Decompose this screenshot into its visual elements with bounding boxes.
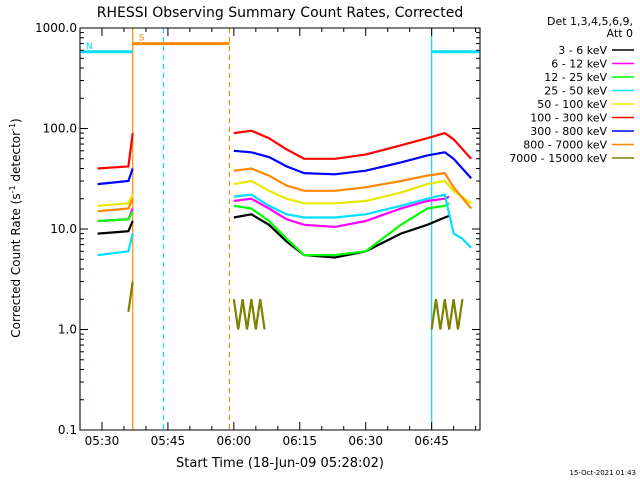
series-1 [97, 213, 450, 259]
series-line [430, 299, 464, 330]
y-tick-label: 10.0 [50, 222, 77, 236]
y-tick-label: 100.0 [43, 122, 77, 136]
series-line [233, 213, 450, 259]
legend-header-detectors: Det 1,3,4,5,6,9, [547, 15, 633, 28]
x-tick-label: 05:30 [85, 434, 120, 448]
legend-label: 50 - 100 keV [537, 98, 607, 111]
x-tick-label: 05:45 [151, 434, 186, 448]
x-tick-label: 06:15 [282, 434, 317, 448]
series-line [232, 299, 266, 330]
x-axis: 05:30 05:45 06:00 06:15 06:30 06:45 [79, 28, 477, 448]
legend-label: 3 - 6 keV [558, 44, 607, 57]
x-axis-label: Start Time (18-Jun-09 05:28:02) [176, 456, 384, 471]
x-tick-label: 06:00 [217, 434, 252, 448]
series-line [97, 132, 134, 170]
series-8 [97, 167, 473, 213]
y-tick-label: 0.1 [58, 423, 77, 437]
series-4 [97, 193, 472, 257]
series-line [233, 193, 472, 249]
y-axis: 0.1 1.0 10.0 100.0 1000.0 [35, 21, 480, 437]
series-line [97, 233, 134, 257]
series-line [233, 129, 473, 160]
series-line [233, 179, 472, 205]
series-line [233, 167, 473, 210]
legend-label: 7000 - 15000 keV [509, 152, 607, 165]
x-tick-label: 06:45 [414, 434, 449, 448]
x-tick-label: 06:30 [348, 434, 383, 448]
series-3 [97, 202, 450, 257]
series-line [97, 210, 134, 223]
plot-frame [79, 27, 481, 431]
series-line [233, 149, 473, 179]
plot-area: SN [79, 27, 481, 431]
series-line [97, 194, 134, 207]
legend-label: 100 - 300 keV [530, 112, 607, 125]
legend-label: 12 - 25 keV [544, 71, 607, 84]
series-line [97, 168, 134, 186]
series-line [233, 202, 450, 257]
legend-label: 6 - 12 keV [551, 58, 607, 71]
series-2 [97, 195, 450, 229]
series-7 [97, 149, 473, 186]
series-9 [127, 281, 464, 330]
y-axis-label: Corrected Count Rate (s-1 detector-1) [8, 118, 23, 337]
series-line [233, 195, 450, 229]
series-line [127, 281, 134, 312]
legend-label: 800 - 7000 keV [523, 139, 607, 152]
footer-date: 15-Oct-2021 01:43 [570, 469, 636, 477]
legend-label: 300 - 800 keV [530, 125, 607, 138]
status-bar-label: N [86, 42, 93, 52]
series-line [97, 220, 134, 235]
series-6 [97, 129, 473, 170]
chart-title: RHESSI Observing Summary Count Rates, Co… [97, 5, 463, 21]
y-tick-label: 1.0 [58, 323, 77, 337]
status-bar-label: S [139, 34, 145, 44]
legend-header-attenuator: Att 0 [607, 27, 633, 40]
series-5 [97, 179, 472, 207]
legend-label: 25 - 50 keV [544, 85, 607, 98]
series-line [97, 198, 134, 213]
y-tick-label: 1000.0 [35, 21, 77, 35]
